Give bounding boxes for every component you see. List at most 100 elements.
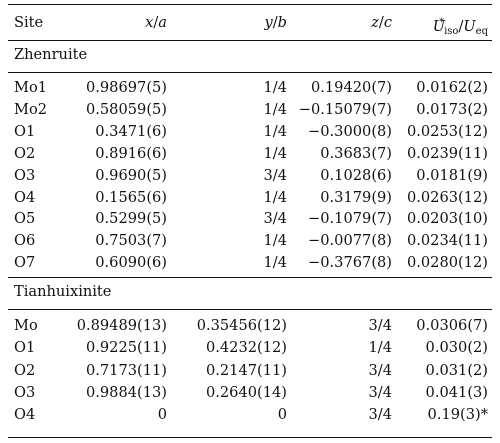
table-row: O1 0.3471(6) 1/4 −0.3000(8) 0.0253(12) (8, 121, 492, 143)
cell-z-over-c: 3/4 (368, 361, 393, 379)
header-x-over-a: x/a (145, 14, 167, 31)
cell-z-over-c: 3/4 (368, 406, 393, 424)
header-uiso-subscript: iso (444, 26, 459, 37)
cell-y-over-b: 1/4 (263, 232, 288, 250)
cell-site: O3 (14, 383, 36, 401)
section-rule (8, 72, 492, 73)
cell-uiso-ueq: 0.19(3)* (427, 406, 488, 424)
header-y-param: b (277, 14, 287, 31)
cell-y-over-b: 1/4 (263, 79, 288, 96)
table-row: Mo1 0.98697(5) 1/4 0.19420(7) 0.0162(2) (8, 77, 492, 99)
cell-site: O1 (14, 339, 36, 357)
cell-y-over-b: 1/4 (263, 144, 288, 162)
header-row: Site x/a y/b z/c U*iso/Ueq (8, 12, 492, 37)
header-y-over-b: y/b (264, 14, 287, 31)
cell-site: O3 (14, 166, 36, 184)
cell-z-over-c: 3/4 (368, 383, 393, 401)
bottom-rule (8, 437, 492, 439)
table-row: O1 0.9225(11) 0.4232(12) 1/4 0.030(2) (8, 337, 492, 359)
table-row: O2 0.8916(6) 1/4 0.3683(7) 0.0239(11) (8, 143, 492, 165)
cell-y-over-b: 3/4 (263, 210, 288, 228)
cell-uiso-ueq: 0.0280(12) (406, 254, 488, 272)
cell-site: O6 (14, 232, 36, 250)
cell-z-over-c: 0.3683(7) (320, 144, 392, 162)
header-z-param: c (383, 14, 392, 31)
table-row: O4 0.1565(6) 1/4 0.3179(9) 0.0263(12) (8, 187, 492, 209)
cell-z-over-c: −0.15079(7) (298, 100, 392, 118)
header-z-over-c: z/c (371, 14, 392, 31)
cell-y-over-b: 1/4 (263, 254, 288, 272)
cell-site: O2 (14, 361, 36, 379)
table-row: O5 0.5299(5) 3/4 −0.1079(7) 0.0203(10) (8, 208, 492, 230)
cell-z-over-c: −0.1079(7) (308, 210, 392, 228)
cell-z-over-c: 0.19420(7) (310, 79, 392, 96)
cell-site: O4 (14, 406, 36, 424)
cell-z-over-c: 0.3179(9) (320, 188, 392, 206)
cell-uiso-ueq: 0.0263(12) (406, 188, 488, 206)
cell-y-over-b: 0.2147(11) (205, 361, 287, 379)
table-row: O6 0.7503(7) 1/4 −0.0077(8) 0.0234(11) (8, 230, 492, 252)
cell-site: O2 (14, 144, 36, 162)
cell-site: O7 (14, 254, 36, 272)
table-row: O7 0.6090(6) 1/4 −0.3767(8) 0.0280(12) (8, 252, 492, 274)
cell-x-over-a: 0.9690(5) (95, 166, 167, 184)
cell-uiso-ueq: 0.0253(12) (406, 122, 488, 140)
table-row: O4 0 0 3/4 0.19(3)* (8, 404, 492, 426)
cell-site: O5 (14, 210, 36, 228)
cell-z-over-c: −0.0077(8) (308, 232, 392, 250)
header-rule (8, 40, 492, 41)
cell-y-over-b: 0.4232(12) (205, 339, 287, 357)
cell-z-over-c: 1/4 (368, 339, 393, 357)
section-title: Zhenruite (14, 46, 88, 63)
cell-x-over-a: 0.89489(13) (76, 317, 167, 334)
cell-site: O1 (14, 122, 36, 140)
section-rule (8, 277, 492, 278)
cell-x-over-a: 0.98697(5) (85, 79, 167, 96)
header-ueq-symbol: U (463, 18, 476, 35)
cell-uiso-ueq: 0.030(2) (425, 339, 488, 357)
header-x-var: x (145, 14, 154, 31)
section-title: Tianhuixinite (14, 283, 112, 300)
top-rule (8, 4, 492, 6)
header-uiso-ueq: U*iso/Ueq (432, 17, 488, 37)
table-row: O3 0.9884(13) 0.2640(14) 3/4 0.041(3) (8, 382, 492, 404)
cell-x-over-a: 0.7503(7) (95, 232, 167, 250)
table-row: Mo2 0.58059(5) 1/4 −0.15079(7) 0.0173(2) (8, 99, 492, 121)
cell-z-over-c: −0.3000(8) (308, 122, 392, 140)
cell-x-over-a: 0.6090(6) (95, 254, 167, 272)
cell-x-over-a: 0 (157, 406, 167, 424)
cell-uiso-ueq: 0.0306(7) (416, 317, 488, 334)
cell-uiso-ueq: 0.041(3) (425, 383, 488, 401)
header-ueq-subscript: eq (475, 26, 488, 37)
cell-x-over-a: 0.9884(13) (85, 383, 167, 401)
cell-uiso-ueq: 0.0173(2) (416, 100, 488, 118)
cell-uiso-ueq: 0.0162(2) (416, 79, 488, 96)
cell-y-over-b: 0 (277, 406, 287, 424)
cell-x-over-a: 0.7173(11) (85, 361, 167, 379)
header-y-var: y (264, 14, 273, 31)
table-row: O3 0.9690(5) 3/4 0.1028(6) 0.0181(9) (8, 165, 492, 187)
cell-y-over-b: 1/4 (263, 122, 288, 140)
cell-uiso-ueq: 0.0203(10) (406, 210, 488, 228)
cell-y-over-b: 3/4 (263, 166, 288, 184)
cell-uiso-ueq: 0.0239(11) (406, 144, 488, 162)
section-rule (8, 309, 492, 310)
cell-uiso-ueq: 0.031(2) (425, 361, 488, 379)
cell-uiso-ueq: 0.0181(9) (416, 166, 488, 184)
cell-z-over-c: 0.1028(6) (320, 166, 392, 184)
cell-x-over-a: 0.1565(6) (95, 188, 167, 206)
cell-uiso-ueq: 0.0234(11) (406, 232, 488, 250)
cell-y-over-b: 0.2640(14) (205, 383, 287, 401)
table-row: Mo 0.89489(13) 0.35456(12) 3/4 0.0306(7) (8, 315, 492, 337)
header-z-var: z (371, 14, 379, 31)
cell-y-over-b: 0.35456(12) (196, 317, 287, 334)
cell-y-over-b: 1/4 (263, 100, 288, 118)
cell-x-over-a: 0.3471(6) (95, 122, 167, 140)
cell-site: O4 (14, 188, 36, 206)
header-uiso-star: * (439, 17, 445, 28)
cell-z-over-c: −0.3767(8) (308, 254, 392, 272)
header-site: Site (14, 14, 44, 31)
cell-z-over-c: 3/4 (368, 317, 393, 334)
cell-x-over-a: 0.58059(5) (85, 100, 167, 118)
header-x-param: a (158, 14, 167, 31)
